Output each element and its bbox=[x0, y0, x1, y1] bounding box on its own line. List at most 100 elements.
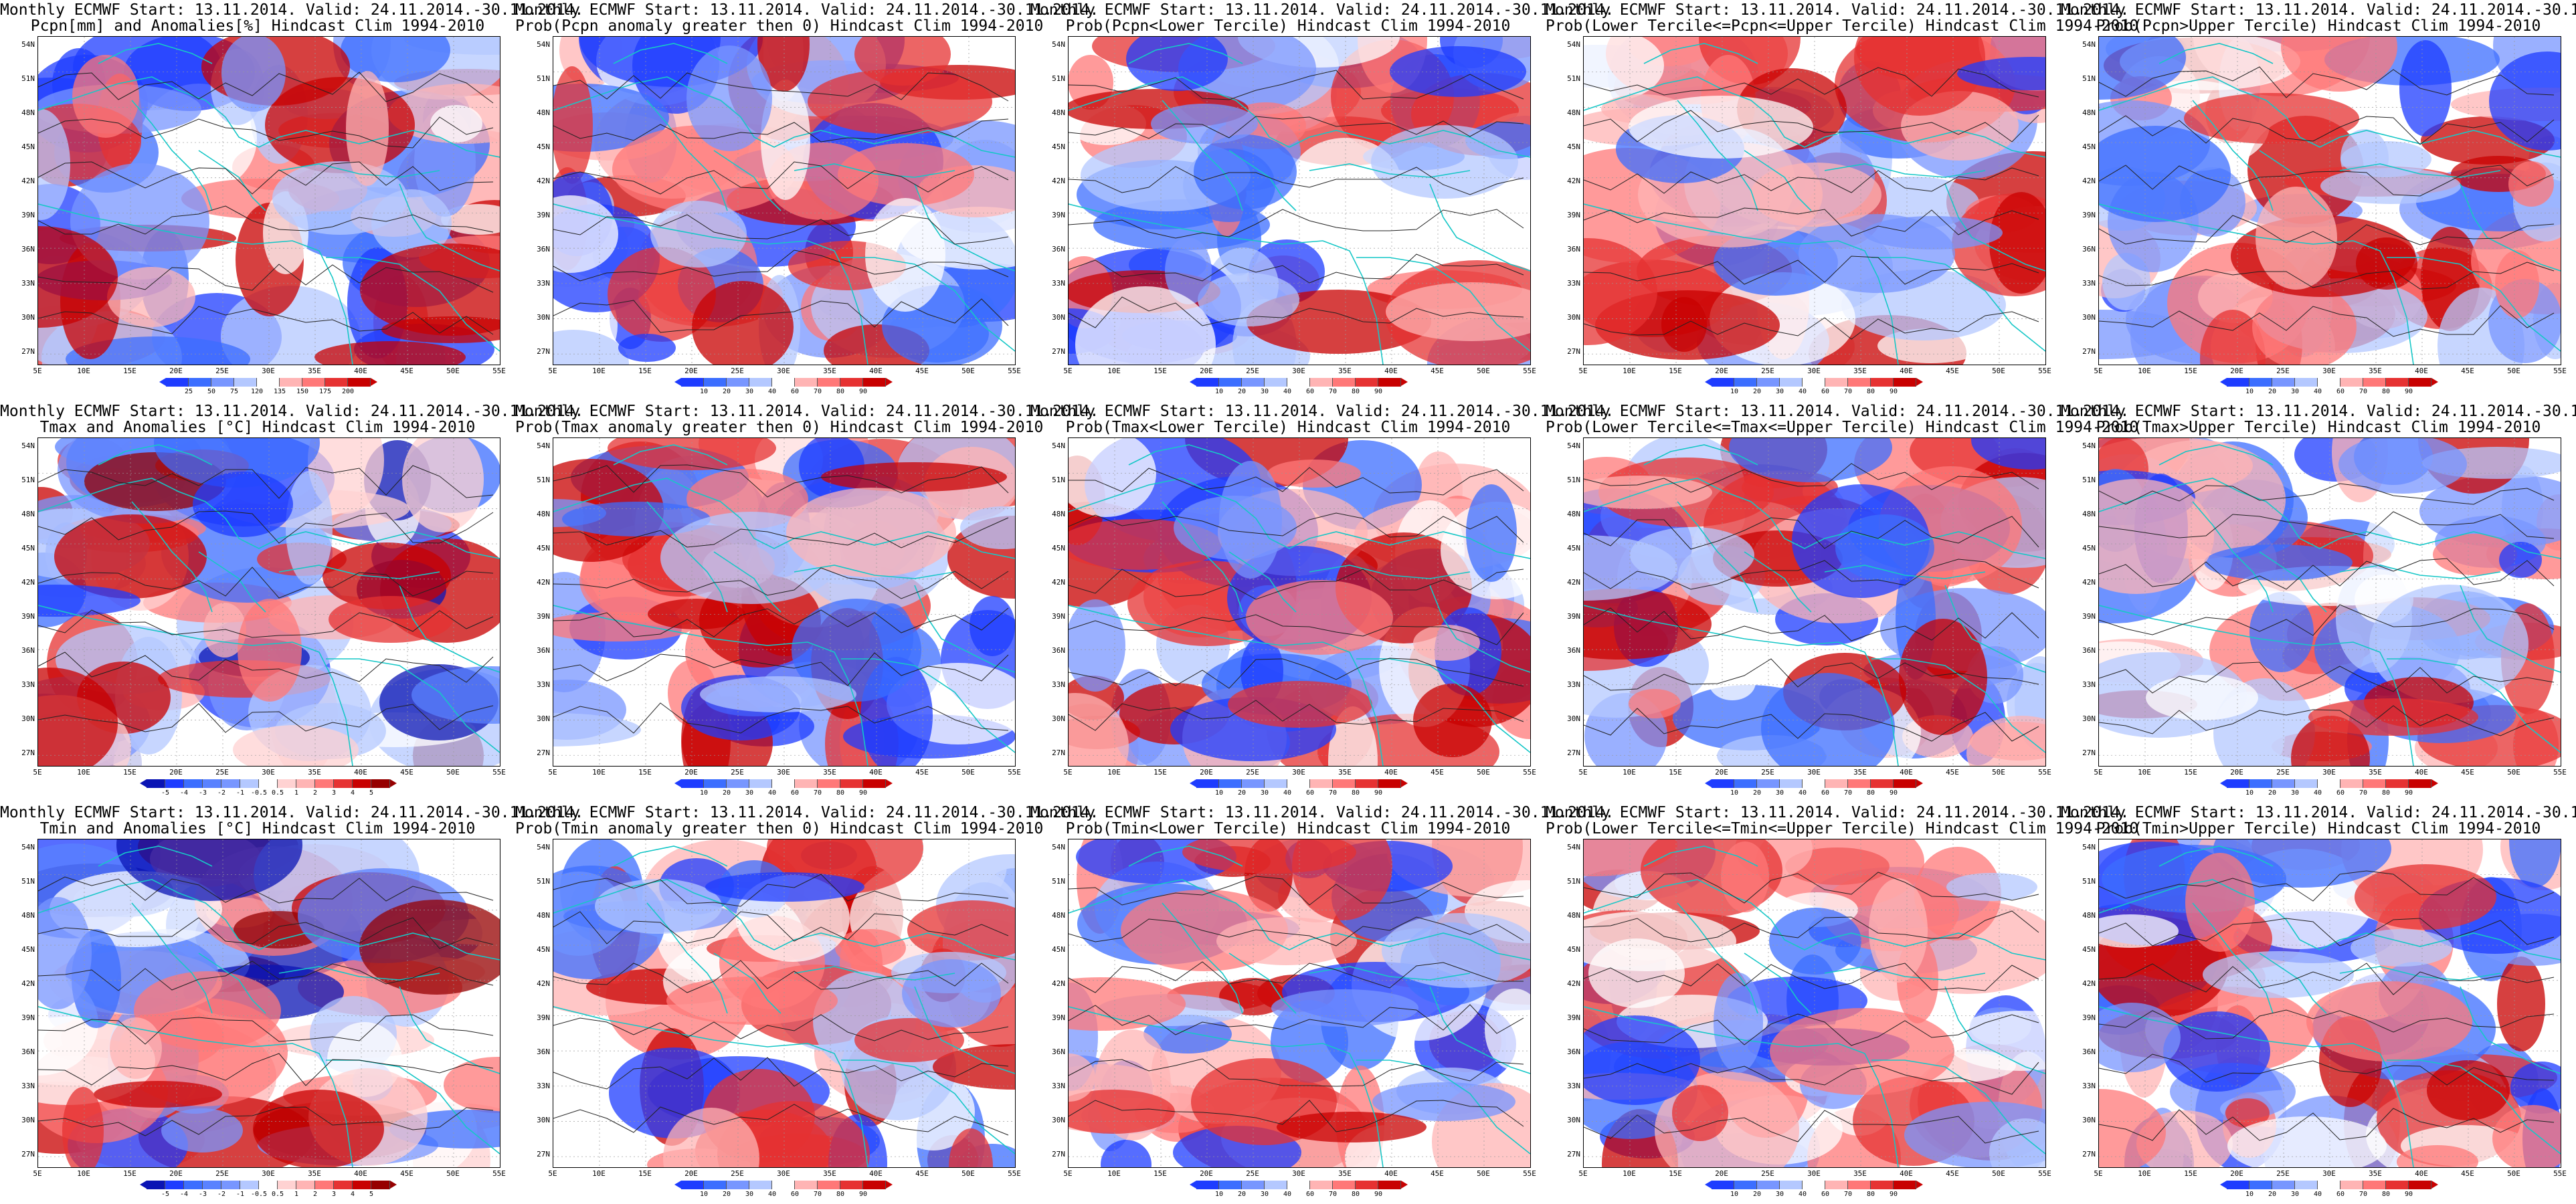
colorbar-label: 40 bbox=[1283, 1191, 1292, 1198]
contour-line bbox=[1069, 876, 1524, 906]
coastline bbox=[1429, 986, 1530, 1074]
lat-tick-label: 39N bbox=[537, 1013, 550, 1022]
lat-tick-label: 45N bbox=[537, 945, 550, 954]
lon-tick-label: 30E bbox=[262, 768, 275, 777]
lat-tick-label: 48N bbox=[21, 108, 35, 117]
colorbar-label: -1 bbox=[236, 789, 245, 797]
lon-tick-label: 10E bbox=[1623, 367, 1636, 375]
coastline bbox=[1643, 444, 1758, 466]
contour-line bbox=[38, 116, 494, 148]
contour-line bbox=[1069, 512, 1524, 543]
lon-tick-label: 45E bbox=[915, 1169, 929, 1178]
lon-tick-label: 35E bbox=[823, 1169, 836, 1178]
colorbar-left-arrow bbox=[2220, 378, 2227, 386]
lon-tick-label: 10E bbox=[2138, 367, 2151, 375]
colorbar-left-arrow bbox=[159, 378, 166, 386]
lon-tick-label: 35E bbox=[1853, 367, 1867, 375]
colorbar-cell bbox=[334, 1181, 353, 1189]
lon-tick-label: 5E bbox=[2094, 1169, 2103, 1178]
lon-tick-label: 55E bbox=[2038, 1169, 2051, 1178]
contour-line bbox=[38, 1014, 494, 1045]
lon-tick-label: 40E bbox=[2415, 367, 2428, 375]
lat-tick-label: 48N bbox=[21, 510, 35, 518]
contour-line bbox=[38, 703, 494, 733]
contour-line bbox=[553, 298, 1009, 333]
colorbar-cell bbox=[818, 1181, 840, 1189]
colorbar-label: 1 bbox=[294, 789, 299, 797]
colorbar-cell bbox=[371, 1181, 390, 1189]
lon-tick-label: 20E bbox=[2230, 367, 2243, 375]
lon-tick-label: 15E bbox=[2184, 768, 2197, 777]
colorbar-left-arrow bbox=[1190, 779, 1196, 787]
colorbar-label: 80 bbox=[1351, 388, 1360, 395]
panel-title-line2: Pcpn[mm] and Anomalies[%] Hindcast Clim … bbox=[30, 17, 485, 35]
colorbar-label: 20 bbox=[1237, 789, 1247, 797]
coastline bbox=[131, 501, 213, 613]
contour-line bbox=[553, 607, 1009, 637]
panel-title-line2: Prob(Tmax>Upper Tercile) Hindcast Clim 1… bbox=[2096, 419, 2541, 436]
lon-tick-label: 20E bbox=[684, 367, 698, 375]
colorbar-label: 90 bbox=[2404, 388, 2413, 395]
colorbar-cell bbox=[2295, 378, 2318, 387]
colorbar-cell bbox=[1780, 378, 1803, 387]
lon-tick-label: 50E bbox=[1992, 367, 2005, 375]
lon-tick-label: 55E bbox=[492, 367, 506, 375]
colorbar-cell bbox=[704, 1181, 727, 1189]
colorbar-label: 10 bbox=[2245, 789, 2254, 797]
contour-line bbox=[553, 464, 1009, 498]
colorbar-left-arrow bbox=[1190, 1181, 1196, 1189]
colorbar-cell bbox=[863, 1181, 886, 1189]
colorbar-label: 80 bbox=[1351, 1191, 1360, 1198]
colorbar-cell bbox=[234, 378, 257, 387]
colorbar-cell bbox=[818, 779, 840, 788]
coastline bbox=[131, 902, 213, 1014]
colorbar bbox=[674, 1181, 893, 1189]
colorbar-cell bbox=[165, 779, 184, 788]
colorbar-cell bbox=[1734, 779, 1757, 788]
lon-tick-label: 5E bbox=[33, 1169, 42, 1178]
colorbar-left-arrow bbox=[674, 1181, 681, 1189]
coastline bbox=[553, 605, 868, 766]
colorbar-cell bbox=[2249, 779, 2272, 788]
lat-tick-label: 33N bbox=[21, 680, 35, 689]
contour-line bbox=[553, 1057, 1009, 1090]
colorbar-cell bbox=[296, 779, 315, 788]
lat-tick-label: 51N bbox=[21, 877, 35, 886]
contour-line bbox=[38, 567, 494, 599]
lat-tick-label: 30N bbox=[1052, 714, 1065, 723]
lon-tick-label: 5E bbox=[548, 1169, 557, 1178]
lon-tick-label: 10E bbox=[2138, 768, 2151, 777]
colorbar-label: 70 bbox=[2359, 789, 2368, 797]
colorbar-label: 80 bbox=[2381, 789, 2391, 797]
lon-tick-label: 55E bbox=[2553, 1169, 2567, 1178]
colorbar-cell bbox=[348, 378, 371, 387]
lon-tick-label: 20E bbox=[1200, 367, 1213, 375]
colorbar-label: 60 bbox=[1821, 388, 1830, 395]
contour-line bbox=[38, 917, 494, 949]
lat-tick-label: 36N bbox=[1052, 646, 1065, 655]
panel-title-line1: Monthly ECMWF Start: 13.11.2014. Valid: … bbox=[0, 403, 584, 420]
lon-tick-label: 45E bbox=[1431, 367, 1444, 375]
coastline bbox=[1069, 879, 1530, 961]
colorbar-right-arrow bbox=[1401, 1181, 1408, 1189]
panel-title-line2: Prob(Lower Tercile<=Tmax<=Upper Tercile)… bbox=[1546, 419, 2139, 436]
colorbar-cell bbox=[184, 1181, 203, 1189]
colorbar-cell bbox=[840, 378, 863, 387]
colorbar-label: 80 bbox=[836, 1191, 845, 1198]
contour-line bbox=[2099, 115, 2555, 145]
colorbar-cell bbox=[165, 1181, 184, 1189]
contour-line bbox=[1069, 916, 1524, 946]
lon-tick-label: 15E bbox=[638, 768, 652, 777]
colorbar-right-arrow bbox=[2431, 378, 2438, 386]
lon-tick-label: 15E bbox=[638, 367, 652, 375]
coastline bbox=[2339, 565, 2501, 579]
lon-tick-label: 10E bbox=[1107, 768, 1121, 777]
contour-line bbox=[1584, 1062, 2039, 1095]
lon-tick-label: 35E bbox=[1338, 1169, 1352, 1178]
coastline bbox=[841, 658, 1015, 753]
map-field bbox=[2099, 438, 2561, 766]
contour-line bbox=[38, 205, 494, 235]
lon-tick-label: 40E bbox=[1900, 367, 1913, 375]
map-panel: Monthly ECMWF Start: 13.11.2014. Valid: … bbox=[2061, 803, 2576, 1204]
colorbar-label: 20 bbox=[1752, 388, 1762, 395]
